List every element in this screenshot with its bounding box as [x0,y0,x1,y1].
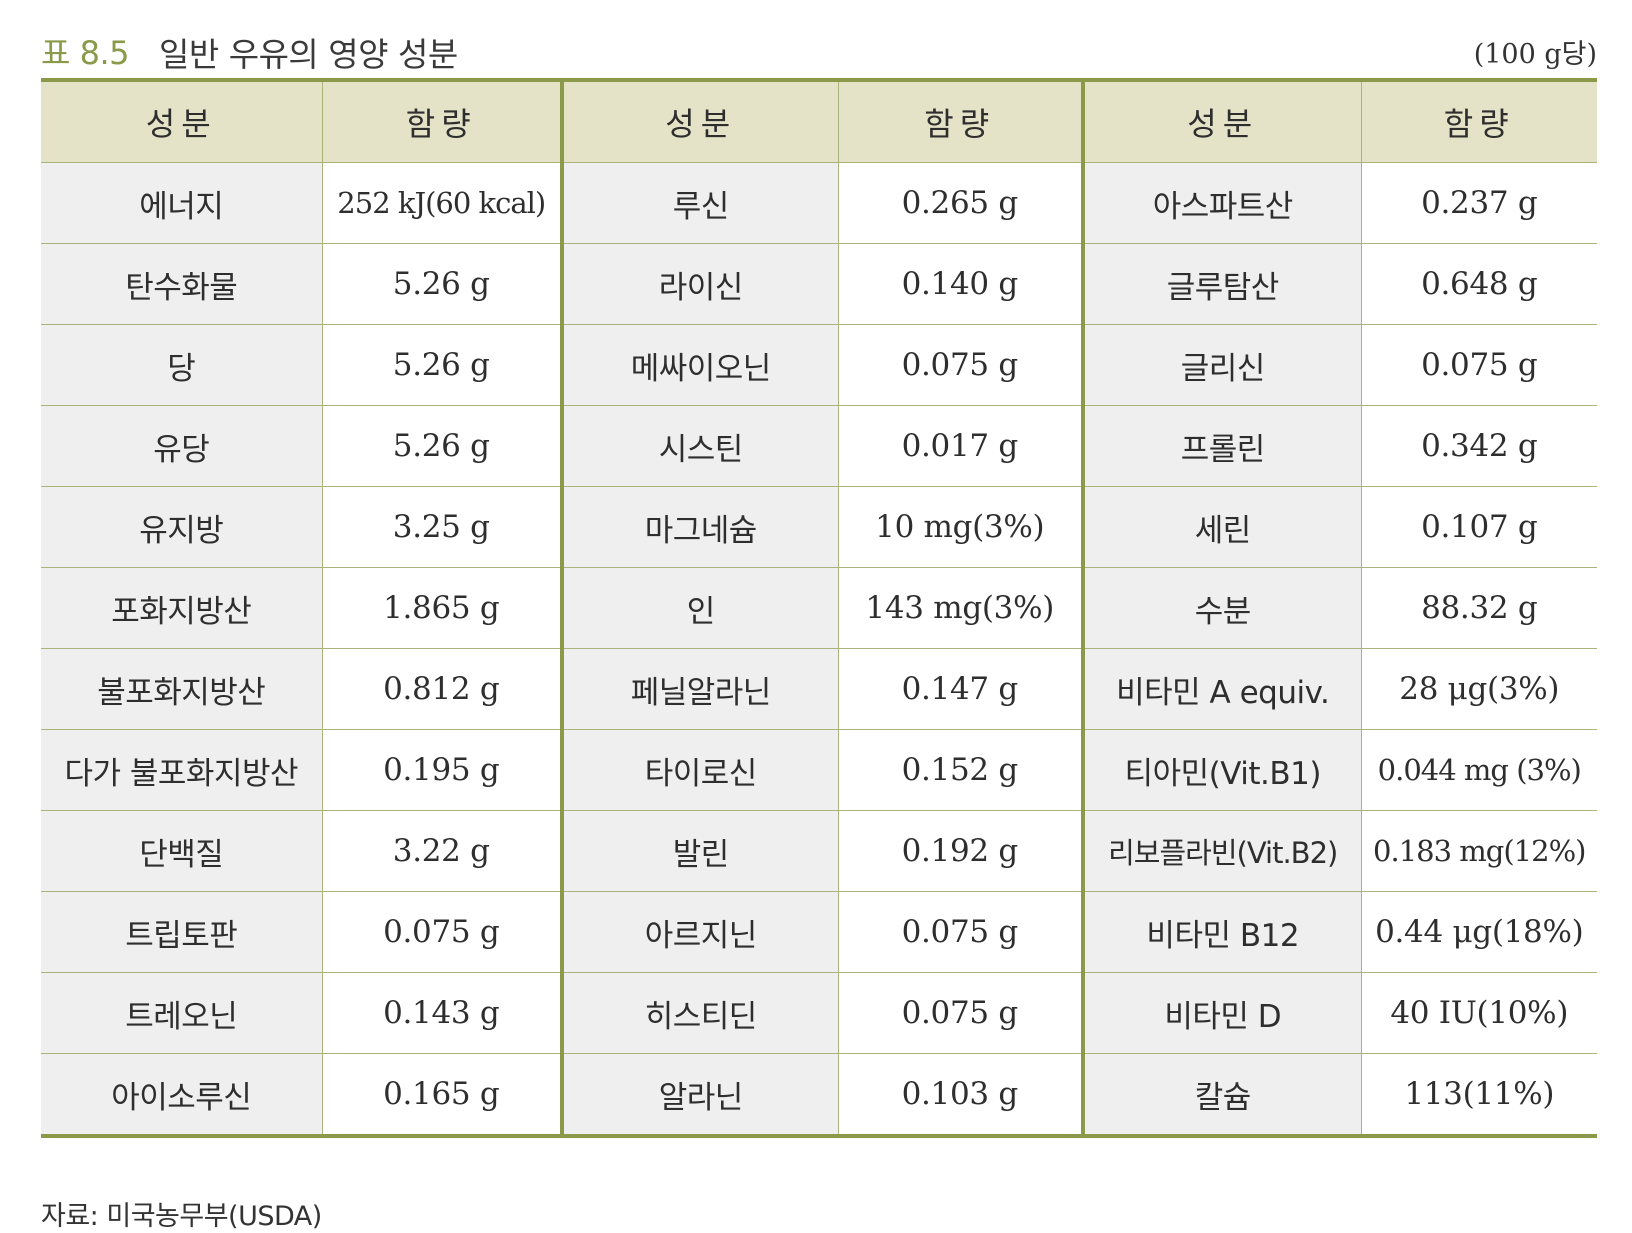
amount-cell-1: 0.075 g [322,891,564,973]
table-row: 불포화지방산 0.812 g 페닐알라닌 0.147 g 비타민 A equiv. 28 … [41,648,1597,730]
component-name-cell-2: 알라닌 [562,1053,839,1134]
amount-cell-3: 0.237 g [1361,162,1597,244]
amount-cell-3: 28 μg(3%) [1361,648,1597,730]
table-caption: 표 8.5 일반 우유의 영양 성분 (100 g당) [41,22,1597,74]
table-row: 아이소루신 0.165 g 알라닌 0.103 g 칼슘 113(11%) [41,1053,1597,1134]
header-amount-1: 함량 [322,82,564,163]
component-name-cell-1: 탄수화물 [41,243,323,325]
component-name-cell-3: 글루탐산 [1083,243,1362,325]
component-name-cell-3: 프롤린 [1083,405,1362,487]
table-row: 유지방 3.25 g 마그네슘 10 mg(3%) 세린 0.107 g [41,486,1597,568]
amount-cell-3: 88.32 g [1361,567,1597,649]
component-name-cell-3: 수분 [1083,567,1362,649]
component-name-cell-2: 히스티딘 [562,972,839,1054]
component-name-cell-2: 아르지닌 [562,891,839,973]
table-row: 에너지 252 kJ(60 kcal) 루신 0.265 g 아스파트산 0.237 g [41,162,1597,244]
source-note: 자료: 미국농무부(USDA) [41,1201,322,1232]
component-name-cell-1: 에너지 [41,162,323,244]
amount-cell-2: 0.075 g [838,972,1085,1054]
amount-cell-3: 0.342 g [1361,405,1597,487]
amount-cell-3: 0.648 g [1361,243,1597,325]
component-name-cell-3: 칼슘 [1083,1053,1362,1134]
component-name-cell-1: 아이소루신 [41,1053,323,1134]
amount-cell-2: 143 mg(3%) [838,567,1085,649]
amount-cell-2: 0.147 g [838,648,1085,730]
table-number-label: 표 8.5 [41,34,130,72]
table-header-row: 성분 함량 성분 함량 성분 함량 [41,82,1597,163]
amount-cell-2: 0.265 g [838,162,1085,244]
component-name-cell-3: 글리신 [1083,324,1362,406]
component-name-cell-1: 다가 불포화지방산 [41,729,323,811]
header-component-1: 성분 [41,82,323,163]
component-name-cell-3: 비타민 B12 [1083,891,1362,973]
component-name-cell-1: 불포화지방산 [41,648,323,730]
component-name-cell-3: 아스파트산 [1083,162,1362,244]
table-row: 트레오닌 0.143 g 히스티딘 0.075 g 비타민 D 40 IU(10%) [41,972,1597,1054]
amount-cell-2: 0.075 g [838,891,1085,973]
component-name-cell-1: 트레오닌 [41,972,323,1054]
header-amount-3: 함량 [1361,82,1597,163]
amount-cell-2: 0.140 g [838,243,1085,325]
table-row: 탄수화물 5.26 g 라이신 0.140 g 글루탐산 0.648 g [41,243,1597,325]
amount-cell-2: 0.152 g [838,729,1085,811]
component-name-cell-1: 포화지방산 [41,567,323,649]
amount-cell-2: 10 mg(3%) [838,486,1085,568]
amount-cell-1: 3.22 g [322,810,564,892]
amount-cell-2: 0.075 g [838,324,1085,406]
amount-cell-1: 5.26 g [322,324,564,406]
amount-cell-3: 0.075 g [1361,324,1597,406]
amount-cell-3: 0.044 mg (3%) [1361,729,1597,811]
component-name-cell-3: 비타민 D [1083,972,1362,1054]
component-name-cell-3: 티아민(Vit.B1) [1083,729,1362,811]
component-name-cell-1: 단백질 [41,810,323,892]
component-name-cell-2: 마그네슘 [562,486,839,568]
component-name-cell-2: 인 [562,567,839,649]
nutrition-table: 성분 함량 성분 함량 성분 함량 에너지 252 kJ(60 kcal) 루신 0.… [41,78,1597,1138]
header-amount-2: 함량 [838,82,1085,163]
amount-cell-3: 0.44 μg(18%) [1361,891,1597,973]
amount-cell-3: 113(11%) [1361,1053,1597,1134]
component-name-cell-1: 유지방 [41,486,323,568]
amount-cell-1: 0.195 g [322,729,564,811]
component-name-cell-3: 리보플라빈(Vit.B2) [1083,810,1362,892]
component-name-cell-2: 페닐알라닌 [562,648,839,730]
component-name-cell-1: 당 [41,324,323,406]
header-component-3: 성분 [1083,82,1362,163]
component-name-cell-3: 비타민 A equiv. [1083,648,1362,730]
table-row: 포화지방산 1.865 g 인 143 mg(3%) 수분 88.32 g [41,567,1597,649]
amount-cell-3: 0.107 g [1361,486,1597,568]
amount-cell-1: 3.25 g [322,486,564,568]
amount-cell-2: 0.017 g [838,405,1085,487]
component-name-cell-2: 루신 [562,162,839,244]
component-name-cell-2: 발린 [562,810,839,892]
header-component-2: 성분 [562,82,839,163]
amount-cell-3: 0.183 mg(12%) [1361,810,1597,892]
amount-cell-1: 0.165 g [322,1053,564,1134]
component-name-cell-1: 트립토판 [41,891,323,973]
amount-cell-1: 5.26 g [322,405,564,487]
amount-cell-1: 0.143 g [322,972,564,1054]
component-name-cell-2: 메싸이오닌 [562,324,839,406]
unit-note: (100 g당) [1473,39,1597,70]
table-row: 다가 불포화지방산 0.195 g 타이로신 0.152 g 티아민(Vit.B1) 0.… [41,729,1597,811]
table-row: 단백질 3.22 g 발린 0.192 g 리보플라빈(Vit.B2) 0.183 mg(… [41,810,1597,892]
component-name-cell-2: 타이로신 [562,729,839,811]
component-name-cell-2: 라이신 [562,243,839,325]
component-name-cell-2: 시스틴 [562,405,839,487]
amount-cell-1: 0.812 g [322,648,564,730]
amount-cell-2: 0.103 g [838,1053,1085,1134]
amount-cell-1: 1.865 g [322,567,564,649]
table-row: 트립토판 0.075 g 아르지닌 0.075 g 비타민 B12 0.44 μg(18%… [41,891,1597,973]
amount-cell-2: 0.192 g [838,810,1085,892]
component-name-cell-1: 유당 [41,405,323,487]
amount-cell-3: 40 IU(10%) [1361,972,1597,1054]
table-title: 일반 우유의 영양 성분 [159,35,458,74]
amount-cell-1: 252 kJ(60 kcal) [322,162,564,244]
amount-cell-1: 5.26 g [322,243,564,325]
table-row: 유당 5.26 g 시스틴 0.017 g 프롤린 0.342 g [41,405,1597,487]
component-name-cell-3: 세린 [1083,486,1362,568]
table-row: 당 5.26 g 메싸이오닌 0.075 g 글리신 0.075 g [41,324,1597,406]
